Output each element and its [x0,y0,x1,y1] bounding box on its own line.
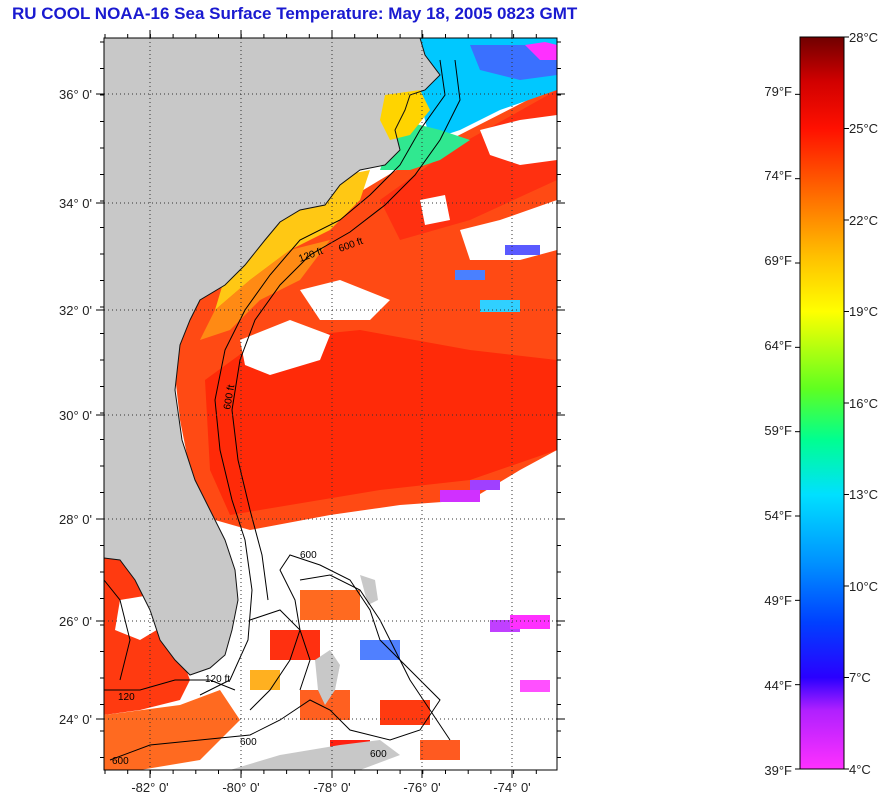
lat-label: 34° 0' [59,196,92,211]
lat-label: 32° 0' [59,303,92,318]
contour-label: 120 ft [205,674,230,685]
celsius-label: 28°C [849,30,878,45]
latitude-labels: 36° 0' 34° 0' 32° 0' 30° 0' 28° 0' 26° 0… [59,87,92,727]
lat-label: 28° 0' [59,512,92,527]
cloud-patch [240,320,330,375]
longitude-labels: -82° 0' -80° 0' -78° 0' -76° 0' -74° 0' [131,780,530,795]
cold-water-magenta [525,42,557,60]
land-mass [104,38,440,675]
celsius-label: 10°C [849,579,878,594]
contour-label: 600 [300,550,317,561]
map-panel: 600 ft 120 ft 600 ft 600 120 ft 600 600 … [104,38,557,770]
lat-label: 24° 0' [59,712,92,727]
colorbar: 28°C 25°C 22°C 19°C 16°C 13°C 10°C 7°C 4… [764,30,878,778]
fahrenheit-label: 39°F [764,763,792,778]
fahrenheit-labels: 79°F 74°F 69°F 64°F 59°F 54°F 49°F 44°F … [764,84,792,778]
cloud-patch [420,195,450,225]
cloud-patch [480,115,557,165]
celsius-label: 22°C [849,213,878,228]
celsius-label: 7°C [849,670,871,685]
lon-label: -76° 0' [403,780,440,795]
celsius-label: 25°C [849,121,878,136]
map-frame [103,37,558,771]
map-title: RU COOL NOAA-16 Sea Surface Temperature:… [12,4,578,23]
lat-label: 30° 0' [59,408,92,423]
coastline [104,38,441,676]
celsius-label: 4°C [849,762,871,777]
fahrenheit-label: 69°F [764,253,792,268]
fahrenheit-label: 54°F [764,508,792,523]
pamlico-sound [380,90,430,140]
bahamas-islands [360,575,378,605]
contour-label: 600 ft [222,384,237,411]
contour-label: 120 [118,692,135,703]
colorbar-gradient [799,36,845,770]
colorbar-ticks [795,36,849,770]
fahrenheit-label: 74°F [764,168,792,183]
cuba [230,740,400,770]
celsius-label: 19°C [849,304,878,319]
lat-label: 26° 0' [59,614,92,629]
cloud-patch [300,280,390,320]
shelf-water-orange [200,240,330,340]
lon-label: -74° 0' [493,780,530,795]
lon-label: -80° 0' [222,780,259,795]
fahrenheit-label: 49°F [764,593,792,608]
celsius-label: 13°C [849,487,878,502]
fahrenheit-label: 64°F [764,338,792,353]
tick-marks [96,30,565,778]
lon-label: -82° 0' [131,780,168,795]
fahrenheit-label: 59°F [764,423,792,438]
fahrenheit-label: 79°F [764,84,792,99]
lat-label: 36° 0' [59,87,92,102]
lon-label: -78° 0' [313,780,350,795]
fahrenheit-label: 44°F [764,678,792,693]
celsius-labels: 28°C 25°C 22°C 19°C 16°C 13°C 10°C 7°C 4… [849,30,878,777]
gulf-stream [205,330,557,515]
celsius-label: 16°C [849,396,878,411]
contour-label: 600 [370,749,387,760]
bathymetry-contours [104,59,461,761]
shelf-water [215,170,370,310]
contour-label: 600 [240,737,257,748]
contour-label: 600 [112,756,129,767]
bahamas-islands [315,650,340,705]
